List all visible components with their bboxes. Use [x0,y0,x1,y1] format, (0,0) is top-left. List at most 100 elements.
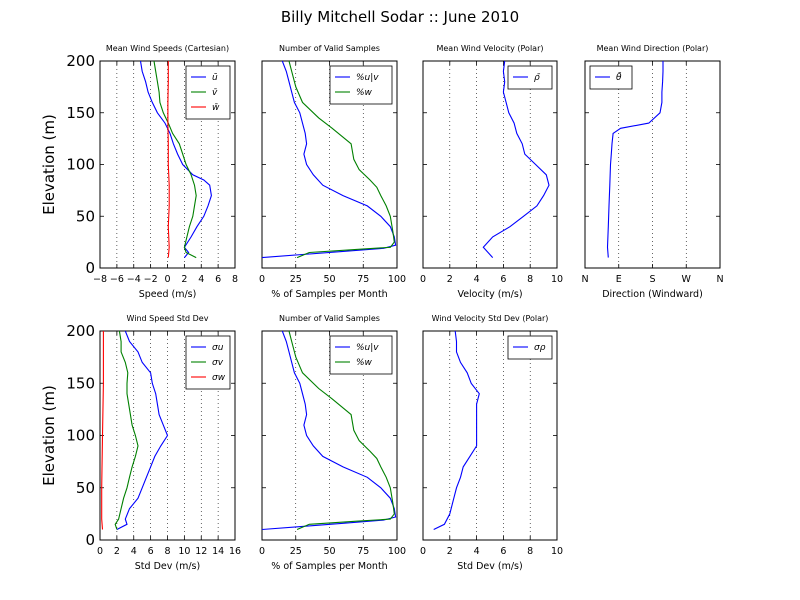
panel-6-x-tick-label: 50 [323,546,335,557]
panel-1-x-tick-label: −8 [93,274,107,285]
panel-5-y-tick-label: 50 [76,479,95,497]
panel-6-x-axis-label: % of Samples per Month [271,561,387,572]
panel-1-y-tick-label: 100 [66,156,95,174]
panel-4-x-tick-label: W [682,274,692,285]
panel-2-x-tick-label: 25 [290,274,302,285]
panel-2-legend-label-1: %u|v [356,73,379,83]
panel-3-x-tick-label: 10 [551,274,563,285]
panel-4-x-tick-label: E [616,274,622,285]
panel-5-x-axis-label: Std Dev (m/s) [135,561,200,572]
panel-1-x-tick-label: 4 [198,274,204,285]
panel-1-x-tick-label: 8 [232,274,238,285]
panel-5-x-tick-label: 8 [164,546,170,557]
panel-5-series-line-2 [114,331,139,530]
panel-2-legend-label-2: %w [356,88,373,98]
panel-1-series-line-3 [167,61,170,258]
panel-5-legend-label-2: σv [212,358,224,368]
panel-1-y-tick-label: 200 [66,52,95,70]
panel-1-series-line-2 [153,61,197,259]
panel-3-x-axis-label: Velocity (m/s) [457,289,522,300]
figure-title: Billy Mitchell Sodar :: June 2010 [280,8,520,26]
panel-2-x-axis-label: % of Samples per Month [271,289,387,300]
panel-3-x-tick-label: 4 [474,274,480,285]
panel-1-legend-label-2: v̄ [212,88,218,98]
panel-1-title: Mean Wind Speeds (Cartesian) [106,44,229,53]
panel-2-series-line-2 [288,61,395,259]
panel-2-title: Number of Valid Samples [279,44,380,53]
panel-3-x-tick-label: 6 [500,274,506,285]
panel-1-x-axis-label: Speed (m/s) [139,289,197,300]
panel-5-x-tick-label: 2 [114,546,120,557]
panel-6-x-tick-label: 100 [388,546,406,557]
panel-7-x-tick-label: 0 [420,546,426,557]
panel-3-series-line-1 [482,61,550,258]
panel-5-x-tick-label: 16 [229,546,241,557]
panel-7-x-axis-label: Std Dev (m/s) [457,561,522,572]
panel-2-x-tick-label: 100 [388,274,406,285]
panel-5-x-tick-label: 14 [212,546,224,557]
panel-1-x-tick-label: 0 [164,274,170,285]
panel-1-y-axis-label: Elevation (m) [40,114,58,215]
panel-5-x-tick-label: 4 [131,546,137,557]
panel-2-x-tick-label: 0 [259,274,265,285]
panel-4-legend-label-1: θ̄ [616,71,622,83]
panel-3-x-tick-label: 2 [447,274,453,285]
panel-6-x-tick-label: 25 [290,546,302,557]
panel-4-series-line-1 [606,61,664,258]
panel-3-axes-frame [422,60,558,269]
panel-7-legend-label-1: σρ [534,343,546,353]
panel-6-x-tick-label: 75 [357,546,369,557]
panel-5-y-axis-label: Elevation (m) [40,385,58,486]
panel-7-axes-frame [422,330,558,541]
panel-3-legend-box [507,65,553,90]
panel-7-title: Wind Velocity Std Dev (Polar) [432,314,549,323]
panel-7-x-tick-label: 4 [474,546,480,557]
panel-4-axes-frame [584,60,721,269]
panel-4-title: Mean Wind Direction (Polar) [597,44,709,53]
panel-5-x-tick-label: 12 [195,546,207,557]
panel-1-x-tick-label: −6 [110,274,124,285]
panel-5-x-tick-label: 6 [148,546,154,557]
panel-5-title: Wind Speed Std Dev [127,314,209,323]
panel-4-x-tick-label: N [716,274,723,285]
panel-5-y-tick-label: 200 [66,322,95,340]
panel-7-x-tick-label: 6 [500,546,506,557]
panel-5-legend-label-1: σu [212,343,224,353]
panel-5-y-tick-label: 150 [66,374,95,392]
panel-7-x-tick-label: 10 [551,546,563,557]
panel-4-legend-box [589,65,633,90]
panel-3-title: Mean Wind Velocity (Polar) [436,44,543,53]
panel-7-x-tick-label: 2 [447,546,453,557]
panel-1-x-tick-label: −4 [127,274,141,285]
panel-6-legend-label-2: %w [356,358,373,368]
panel-6-x-tick-label: 0 [259,546,265,557]
panel-1-series-line-1 [139,61,212,258]
panel-7-series-line-1 [433,331,480,530]
panel-1-x-tick-label: 6 [215,274,221,285]
panel-1-y-tick-label: 150 [66,104,95,122]
panel-1-x-tick-label: 2 [181,274,187,285]
panel-1-x-tick-label: −2 [144,274,158,285]
panel-7-legend-box [507,335,553,360]
panel-3-x-tick-label: 0 [420,274,426,285]
panel-4-x-tick-label: S [649,274,655,285]
panel-4-x-axis-label: Direction (Windward) [602,289,703,300]
panel-6-legend-label-1: %u|v [356,343,379,353]
panel-6-legend-box [329,335,393,375]
panel-1-legend-label-3: w̄ [212,103,220,113]
panel-3-x-tick-label: 8 [527,274,533,285]
panel-1-y-tick-label: 0 [85,259,95,277]
panel-1-y-tick-label: 50 [76,207,95,225]
panel-5-series-line-3 [101,331,104,530]
panel-5-series-line-1 [116,331,169,530]
panel-1-legend-label-1: ū [212,73,218,83]
panel-5-x-tick-label: 0 [97,546,103,557]
panel-2-x-tick-label: 50 [323,274,335,285]
panel-5-y-tick-label: 0 [85,531,95,549]
panel-7-x-tick-label: 8 [527,546,533,557]
panel-5-y-tick-label: 100 [66,427,95,445]
panel-4-x-tick-label: N [581,274,588,285]
panel-2-x-tick-label: 75 [357,274,369,285]
